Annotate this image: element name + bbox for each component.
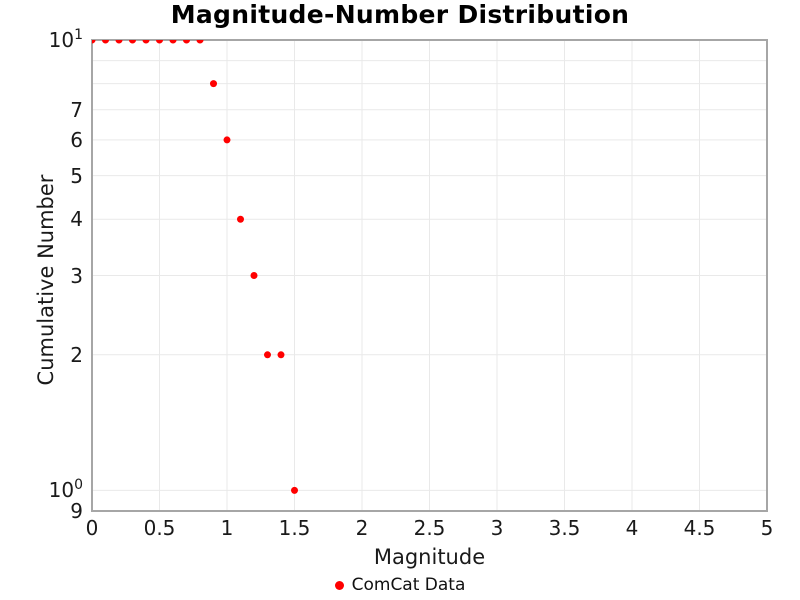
x-axis-title: Magnitude xyxy=(373,545,486,569)
data-point xyxy=(156,40,163,44)
x-tick-label: 0 xyxy=(85,516,99,540)
data-point xyxy=(115,40,123,44)
x-tick-label: 1.5 xyxy=(278,516,311,540)
y-tick-label: 100 xyxy=(48,477,83,503)
chart-title: Magnitude-Number Distribution xyxy=(170,0,630,29)
y-axis-title: Cumulative Number xyxy=(34,174,58,386)
gridlines xyxy=(91,39,768,511)
data-point xyxy=(142,40,150,44)
plot-border xyxy=(91,39,768,512)
x-tick-label: 4.5 xyxy=(683,516,716,540)
legend-label: ComCat Data xyxy=(351,575,466,595)
x-tick-label: 4 xyxy=(625,516,639,540)
data-point xyxy=(183,40,190,44)
data-points-series-comcat xyxy=(92,40,298,494)
y-tick-label: 3 xyxy=(70,263,83,288)
x-tick-label: 3.5 xyxy=(548,516,581,540)
x-tick-label: 1 xyxy=(220,516,234,540)
y-tick-label: 4 xyxy=(70,207,83,232)
data-point xyxy=(223,136,231,144)
y-tick-label: 5 xyxy=(70,163,83,188)
x-tick-label: 0.5 xyxy=(143,516,176,540)
y-tick-label: 9 xyxy=(70,499,83,523)
data-point xyxy=(102,40,109,44)
data-point xyxy=(291,486,298,494)
y-tick-label: 7 xyxy=(70,97,83,122)
data-point xyxy=(129,40,136,44)
x-tick-label: 5 xyxy=(760,516,774,540)
x-tick-label: 3 xyxy=(490,516,504,540)
legend-marker-icon xyxy=(334,580,344,590)
data-point xyxy=(250,272,258,279)
data-point xyxy=(237,215,244,223)
y-tick-label: 6 xyxy=(70,127,83,152)
x-tick-label: 2.5 xyxy=(413,516,446,540)
data-point xyxy=(264,351,271,359)
data-point xyxy=(277,351,285,359)
legend: ComCat Data xyxy=(0,575,800,595)
y-tick-label: 2 xyxy=(70,342,83,367)
data-point xyxy=(169,40,177,44)
data-point xyxy=(92,40,96,44)
data-point xyxy=(196,40,204,44)
y-tick-label: 101 xyxy=(48,27,83,52)
x-tick-label: 2 xyxy=(355,516,369,540)
data-point xyxy=(210,80,217,88)
